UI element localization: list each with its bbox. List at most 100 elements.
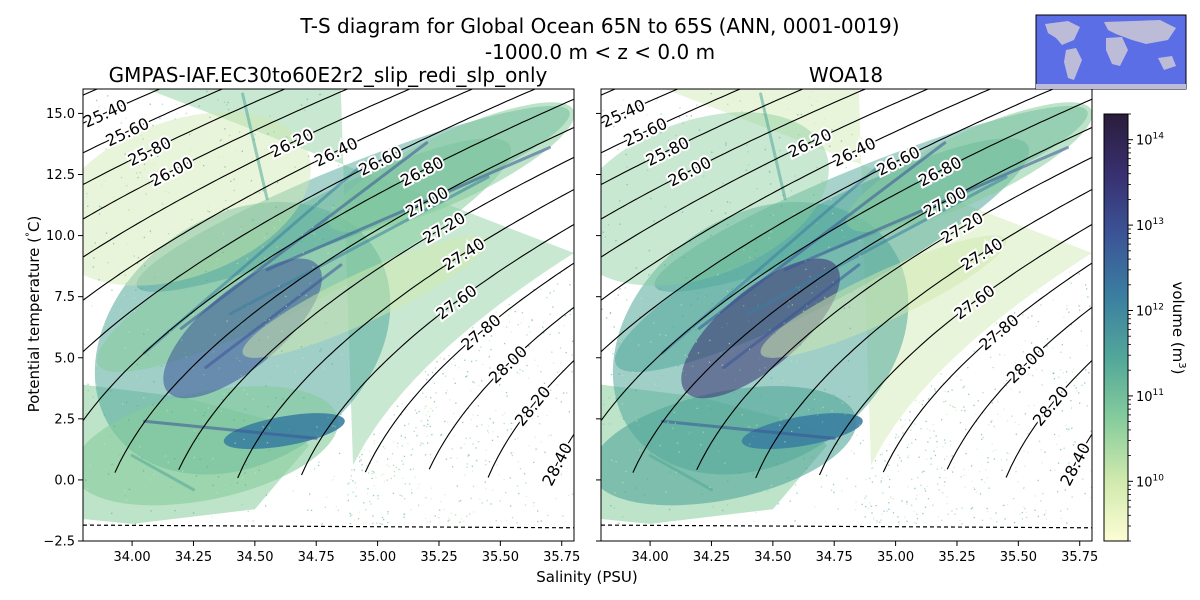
colorbar-tick-label: 1010 [1136,473,1164,490]
ts-density-streak [746,175,1008,316]
colorbar-label-end: ) [1169,369,1187,375]
density-contours [601,89,1092,479]
x-tick-label: 35.75 [1061,550,1098,565]
ts-density-streak [130,454,195,492]
colorbar-label-text: volume (m [1169,281,1187,362]
isopycnal-line [83,89,349,220]
colorbar: 1010 1011 1012 1013 1014 [1103,113,1164,542]
ts-density-patch [846,102,1092,233]
y-tick-label: 10.0 [46,229,75,244]
ts-density-streak [179,141,429,330]
isopycnal-line [364,262,574,473]
colorbar-label: volume (m3) [1169,281,1187,374]
isopycnal-line [601,89,867,220]
ts-density-patch [223,413,345,450]
ts-density-patch [601,386,857,506]
isopycnal-line [601,89,992,301]
ts-density-streak [660,419,836,440]
isopycnal-line [551,433,574,475]
isopycnal-line [601,89,679,124]
ts-density-patch [83,386,339,506]
colorbar-label-sup: 3 [1176,362,1187,368]
ts-density-patch [242,235,489,358]
ts-volume-cloud [601,89,1092,524]
y-tick-label: 15.0 [46,107,75,122]
isopycnal-line [819,223,1092,476]
isopycnal-line [696,156,1092,471]
x-tick-label: 34.50 [236,550,273,565]
ts-density-streak [722,263,861,369]
isopycnal-line [178,156,574,471]
freezing-line [601,524,1092,529]
y-tick-label: −2.5 [43,535,75,550]
x-tick-label: 34.50 [754,550,791,565]
region-inset-map [1035,14,1187,90]
isopycnal-line [83,89,161,124]
ts-density-streak [142,419,318,440]
panel-title-model: GMPAS-IAF.EC30to60E2r2_slip_redi_slp_onl… [109,63,548,87]
isopycnal-line [601,89,742,154]
x-tick-label: 35.75 [543,550,580,565]
freezing-line [83,524,574,529]
ts-density-patch [328,102,574,233]
isopycnal-line [601,89,930,258]
ts-density-streak [204,263,343,369]
x-tick-label: 35.50 [482,550,519,565]
ts-panel-model: 25.4025.6025.8026.0026.2026.4026.6026.80… [43,88,580,565]
y-axis-label: Potential temperature (°C) [25,216,43,413]
y-axis-label-degree: ° [25,232,36,237]
isopycnal-line [237,188,574,479]
ts-density-patch [741,413,863,450]
isopycnal-line [83,98,574,422]
isopycnal-line [83,89,412,258]
ts-speckles [601,90,1092,525]
isopycnal-line [632,126,1092,473]
panel-title-observations: WOA18 [809,63,883,87]
isopycnal-line [428,306,574,470]
isopycnal-line [487,359,574,478]
axes-frame [600,88,1093,542]
inset-map-land [1036,20,1186,89]
y-axis-label-text: Potential temperature ( [25,237,43,412]
x-axis-label: Salinity (PSU) [536,568,638,586]
isopycnal-line [83,89,537,353]
y-tick-label: 5.0 [54,351,75,366]
ts-density-streak [228,175,490,316]
ts-scatter-area: 25.4025.6025.8026.0026.2026.4026.6026.80… [83,89,574,541]
colorbar-tick-label: 1013 [1136,217,1164,234]
isopycnal-line [601,98,1092,422]
axes-frame [82,88,575,542]
isopycnal-line [83,89,287,186]
density-contours [83,89,574,479]
ts-density-patch [760,235,1007,358]
isopycnal-line [83,89,224,154]
isopycnal-line [601,89,1055,353]
isopycnal-line [114,126,574,473]
ts-panel-observations: 25.4025.6025.8026.0026.2026.4026.6026.80… [596,88,1098,565]
x-tick-label: 34.25 [693,550,730,565]
ts-density-streak [783,146,1069,272]
ts-density-streak [759,92,787,201]
x-tick-label: 35.25 [420,550,457,565]
figure-title: T-S diagram for Global Ocean 65N to 65S … [299,14,899,38]
isopycnal-line [83,89,474,301]
colorbar-tick-label: 1011 [1136,388,1164,405]
x-tick-label: 35.25 [938,550,975,565]
colorbar-tick-label: 1014 [1136,132,1164,149]
ts-scatter-area: 25.4025.6025.8026.0026.2026.4026.6026.80… [601,89,1092,541]
figure-subtitle: -1000.0 m < z < 0.0 m [485,40,715,64]
x-tick-label: 35.00 [877,550,914,565]
isopycnal-line [882,262,1092,473]
ts-density-streak [241,92,269,201]
y-tick-label: 0.0 [54,473,75,488]
y-tick-label: 2.5 [54,412,75,427]
x-tick-label: 34.75 [816,550,853,565]
y-tick-label: 7.5 [54,290,75,305]
isopycnal-line [601,89,805,186]
colorbar-tick-label: 1012 [1136,303,1164,320]
x-tick-label: 34.00 [113,550,150,565]
ts-density-streak [697,141,947,330]
ts-density-patch [681,258,840,399]
isopycnal-line [755,188,1092,479]
